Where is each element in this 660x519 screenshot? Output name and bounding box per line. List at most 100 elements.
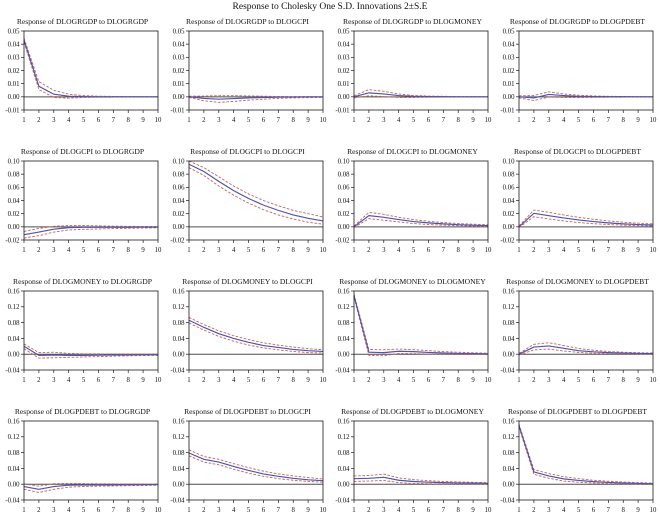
x-tick-label: 9: [471, 247, 475, 254]
center-line: [518, 345, 654, 355]
x-tick-label: 5: [577, 247, 581, 254]
x-tick-label: 4: [232, 247, 236, 254]
x-tick-label: 8: [292, 247, 296, 254]
y-tick-label: 0.04: [173, 198, 185, 205]
x-tick-label: 4: [562, 247, 566, 254]
x-tick-label: 1: [517, 507, 520, 514]
y-tick-label: 0.00: [8, 482, 20, 489]
x-tick-label: 5: [412, 507, 416, 514]
y-tick-label: 0.12: [173, 304, 185, 311]
irf-chart: Response of DLOGMONEY to DLOGCPI 0.16 0.12…: [165, 276, 330, 406]
chart-title: Response of DLOGMONEY to DLOGCPI: [182, 277, 313, 286]
x-tick-label: 2: [37, 247, 41, 254]
plot-box: [353, 160, 489, 241]
x-tick-label: 1: [187, 247, 190, 254]
y-tick-label: 0.05: [503, 28, 515, 35]
x-tick-label: 2: [202, 507, 206, 514]
y-tick-label: 0.12: [503, 434, 515, 441]
y-tick-label: 0.04: [173, 466, 185, 473]
x-tick-label: 8: [127, 117, 131, 124]
chart-plot: 0.05 0.04 0.03 0.02 0.01 0.00 -0.011 2 3 4 5 6 7 8 9 10: [500, 28, 657, 124]
x-tick-label: 10: [650, 377, 657, 384]
y-tick-label: 0.00: [503, 352, 515, 359]
x-tick-label: 7: [112, 117, 116, 124]
x-tick-label: 10: [320, 117, 327, 124]
x-tick-label: 1: [352, 507, 355, 514]
chart-title: Response of DLOGCPI to DLOGPDEBT: [514, 147, 641, 156]
figure-title: Response to Cholesky One S.D. Innovation…: [232, 2, 428, 12]
y-tick-label: 0.12: [8, 304, 20, 311]
x-tick-label: 4: [562, 507, 566, 514]
x-tick-label: 3: [382, 377, 386, 384]
x-tick-label: 10: [485, 507, 492, 514]
x-tick-label: 6: [97, 117, 101, 124]
x-tick-label: 8: [457, 377, 461, 384]
x-tick-label: 2: [37, 377, 41, 384]
x-tick-label: 10: [650, 247, 657, 254]
chart-plot: 0.16 0.12 0.08 0.04 0.00 -0.041 2 3 4 5 6 7 8 9 10: [5, 288, 162, 384]
x-tick-label: 10: [485, 377, 492, 384]
plot-box: [353, 30, 489, 111]
center-line: [23, 345, 159, 356]
x-tick-label: 2: [367, 377, 371, 384]
x-tick-label: 6: [97, 507, 101, 514]
x-tick-label: 7: [277, 377, 281, 384]
x-tick-label: 7: [607, 507, 611, 514]
upper-band-line: [23, 343, 159, 355]
upper-band-line: [23, 482, 159, 487]
x-tick-label: 8: [457, 247, 461, 254]
center-line: [188, 96, 323, 100]
y-tick-label: 0.08: [338, 320, 350, 327]
y-tick-label: 0.08: [503, 172, 515, 179]
y-tick-label: -0.04: [335, 367, 350, 374]
y-tick-label: 0.10: [338, 158, 350, 165]
irf-chart: Response of DLOGPDEBT to DLOGCPI 0.16 0.12…: [165, 406, 330, 518]
x-tick-label: 9: [306, 117, 310, 124]
x-tick-label: 2: [367, 117, 371, 124]
y-tick-label: 0.08: [173, 450, 185, 457]
x-tick-label: 1: [22, 117, 25, 124]
chart-title: Response of DLOGMONEY to DLOGRGDP: [13, 277, 152, 286]
center-line: [188, 163, 324, 222]
x-tick-label: 6: [592, 507, 596, 514]
x-tick-label: 6: [592, 247, 596, 254]
x-tick-label: 2: [37, 507, 41, 514]
y-tick-label: 0.01: [338, 81, 350, 88]
upper-band-line: [188, 317, 324, 351]
y-tick-label: 0.01: [173, 81, 185, 88]
x-tick-label: 3: [547, 507, 551, 514]
x-tick-label: 8: [622, 507, 626, 514]
y-tick-label: 0.08: [8, 450, 20, 457]
x-tick-label: 6: [427, 377, 431, 384]
plot-box: [188, 160, 324, 241]
y-tick-label: 0.05: [173, 28, 185, 35]
upper-band-line: [518, 209, 654, 227]
x-tick-label: 3: [217, 507, 221, 514]
chart-title: Response of DLOGMONEY to DLOGPDEBT: [506, 277, 649, 286]
center-line: [353, 476, 489, 484]
center-line: [518, 212, 654, 228]
x-tick-label: 7: [442, 117, 446, 124]
lower-band-line: [23, 484, 159, 493]
x-tick-label: 1: [187, 507, 190, 514]
x-tick-label: 9: [141, 247, 145, 254]
y-tick-label: -0.04: [335, 497, 350, 504]
y-tick-label: 0.00: [503, 224, 515, 231]
y-tick-label: -0.02: [335, 237, 350, 244]
x-tick-label: 1: [187, 377, 190, 384]
x-tick-label: 9: [141, 507, 145, 514]
y-tick-label: 0.04: [503, 336, 515, 343]
chart-plot: 0.10 0.08 0.06 0.04 0.02 0.00 -0.021 2 3 4 5 6 7 8 9 10: [500, 158, 657, 254]
lower-band-line: [518, 96, 653, 101]
x-tick-label: 8: [292, 377, 296, 384]
y-tick-label: -0.01: [335, 107, 349, 114]
x-tick-label: 2: [37, 117, 41, 124]
x-tick-label: 4: [67, 507, 71, 514]
chart-plot: 0.16 0.12 0.08 0.04 0.00 -0.041 2 3 4 5 6 7 8 9 10: [170, 288, 327, 384]
x-tick-label: 3: [217, 247, 221, 254]
x-tick-label: 1: [517, 377, 520, 384]
y-tick-label: 0.08: [338, 450, 350, 457]
center-line: [23, 40, 158, 98]
irf-chart: Response of DLOGCPI to DLOGMONEY 0.10 0.08…: [330, 146, 495, 276]
x-tick-label: 8: [622, 247, 626, 254]
